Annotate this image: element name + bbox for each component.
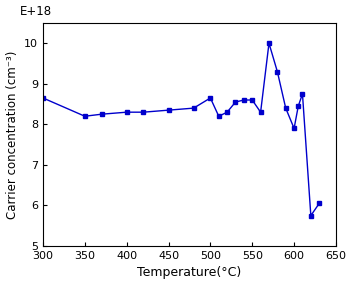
- Text: E+18: E+18: [19, 5, 52, 19]
- X-axis label: Temperature(°C): Temperature(°C): [137, 266, 241, 280]
- Y-axis label: Carrier concentration (cm⁻³): Carrier concentration (cm⁻³): [6, 50, 19, 219]
